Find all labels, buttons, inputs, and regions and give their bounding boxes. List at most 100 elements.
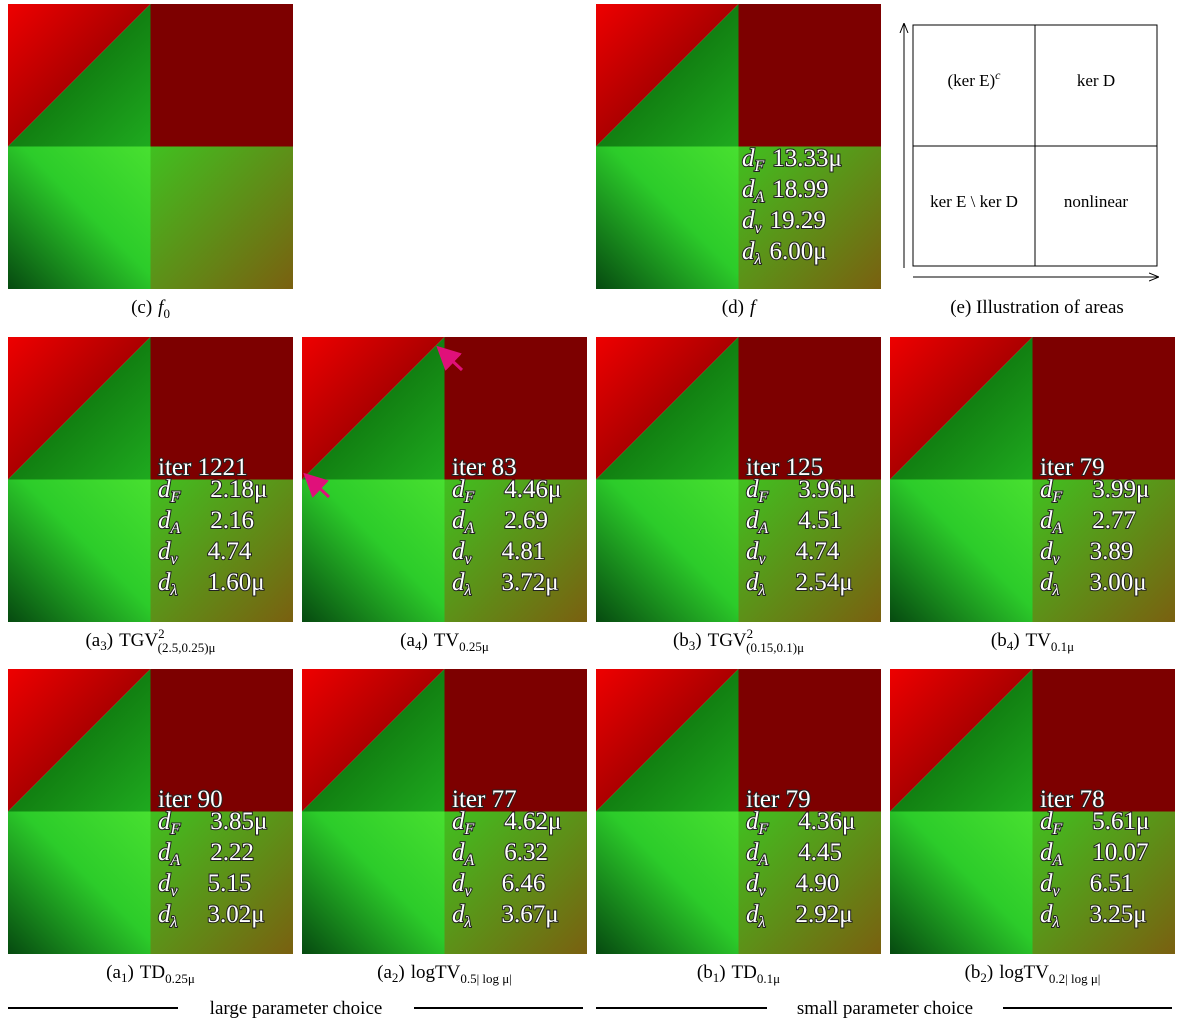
panel bbox=[8, 4, 293, 289]
caption: (b3)TGV2(0.15,0.1)μ bbox=[673, 626, 804, 655]
metric-value: 3.02μ bbox=[207, 901, 264, 928]
metric-sub: λ bbox=[464, 914, 472, 931]
metric-value: 3.99μ bbox=[1092, 476, 1149, 503]
metric-symbol: d bbox=[1040, 476, 1053, 503]
group-label: large parameter choice bbox=[210, 998, 383, 1019]
group-label: small parameter choice bbox=[797, 998, 973, 1019]
region bbox=[596, 147, 739, 290]
region bbox=[739, 4, 882, 147]
caption-sub: (0.15,0.1)μ bbox=[746, 640, 804, 655]
metric-symbol: d bbox=[158, 507, 171, 534]
caption: (a3)TGV2(2.5,0.25)μ bbox=[85, 626, 215, 655]
metric-value: 4.36μ bbox=[798, 808, 855, 835]
caption-tag-end: ) bbox=[1013, 630, 1019, 651]
metric-value: 1.60μ bbox=[207, 569, 264, 596]
metric-symbol: d bbox=[158, 569, 171, 596]
metric-sub: λ bbox=[170, 914, 178, 931]
panel: iter 79dF3.99μdA2.77dv3.89dλ3.00μ bbox=[890, 337, 1175, 622]
metric-sub: A bbox=[170, 520, 181, 537]
region bbox=[890, 480, 1033, 623]
panel: iter 125dF3.96μdA4.51dv4.74dλ2.54μ bbox=[596, 337, 881, 622]
metric-sub: A bbox=[464, 520, 475, 537]
metric-sub: v bbox=[1053, 883, 1061, 900]
metric-value: 5.61μ bbox=[1092, 808, 1149, 835]
caption-sub: 0.2| log μ| bbox=[1049, 971, 1101, 986]
metric-value: 2.16 bbox=[210, 507, 254, 534]
caption-name: TGV bbox=[708, 630, 747, 651]
metric-sub: λ bbox=[170, 582, 178, 599]
metric-value: 3.72μ bbox=[501, 569, 558, 596]
region bbox=[8, 480, 151, 623]
metric-sub: v bbox=[759, 883, 767, 900]
area-text: nonlinear bbox=[1064, 192, 1129, 211]
metric-symbol: d bbox=[158, 870, 171, 897]
region bbox=[151, 147, 294, 290]
metric-value: 6.00μ bbox=[769, 238, 826, 265]
metric-symbol: d bbox=[452, 870, 465, 897]
caption-tag: (a bbox=[85, 630, 100, 651]
metric-symbol: d bbox=[746, 476, 759, 503]
caption-name: logTV bbox=[999, 962, 1049, 983]
metric-sub: F bbox=[170, 489, 181, 506]
metric-value: 6.46 bbox=[502, 870, 546, 897]
metric-symbol: d bbox=[746, 538, 759, 565]
caption-tag-end: ) bbox=[987, 962, 993, 983]
caption-tag: (a bbox=[377, 962, 392, 983]
metric-symbol: d bbox=[158, 476, 171, 503]
metric-symbol: d bbox=[1040, 839, 1053, 866]
metric-value: 6.51 bbox=[1090, 870, 1134, 897]
metric-symbol: d bbox=[452, 476, 465, 503]
metric-sub: A bbox=[464, 852, 475, 869]
metric-value: 3.85μ bbox=[210, 808, 267, 835]
caption-name: TD bbox=[140, 962, 165, 983]
metric-sub: λ bbox=[1052, 914, 1060, 931]
caption-name: TGV bbox=[119, 630, 158, 651]
metric-symbol: d bbox=[1040, 901, 1053, 928]
caption-tag-end: ) bbox=[107, 630, 113, 651]
metric-sub: F bbox=[754, 158, 765, 175]
caption-tag: (c) bbox=[131, 297, 152, 318]
area-label: ker E \ ker D bbox=[930, 192, 1018, 211]
metric-value: 4.74 bbox=[796, 538, 840, 565]
caption-tag-end: ) bbox=[719, 962, 725, 983]
metric-sub: A bbox=[1052, 520, 1063, 537]
metric-sub: A bbox=[1052, 852, 1063, 869]
caption: (a1)TD0.25μ bbox=[106, 962, 195, 986]
area-text: (ker E) bbox=[948, 71, 996, 90]
caption: (c)f0 bbox=[131, 297, 170, 321]
caption-tag: (b bbox=[965, 962, 981, 983]
metric-symbol: d bbox=[452, 507, 465, 534]
metric-sub: F bbox=[170, 821, 181, 838]
metric-symbol: d bbox=[1040, 507, 1053, 534]
caption-tag: (a bbox=[400, 630, 415, 651]
region bbox=[596, 480, 739, 623]
metric-value: 4.46μ bbox=[504, 476, 561, 503]
metric-symbol: d bbox=[452, 901, 465, 928]
caption-tag-end: ) bbox=[695, 630, 701, 651]
caption: (b1)TD0.1μ bbox=[697, 962, 780, 986]
caption-tag: (b bbox=[673, 630, 689, 651]
metric-sub: v bbox=[171, 551, 179, 568]
metric-symbol: d bbox=[158, 808, 171, 835]
metric-sub: A bbox=[758, 852, 769, 869]
metric-symbol: d bbox=[742, 207, 755, 234]
metric-sub: v bbox=[755, 220, 763, 237]
areas-diagram: (ker E)cker Dker E \ ker Dnonlinear bbox=[904, 24, 1158, 277]
metric-value: 3.96μ bbox=[798, 476, 855, 503]
metric-symbol: d bbox=[742, 176, 755, 203]
panel: iter 79dF4.36μdA4.45dv4.90dλ2.92μ bbox=[596, 669, 881, 954]
metric-value: 2.18μ bbox=[210, 476, 267, 503]
caption-tag: (a bbox=[106, 962, 121, 983]
metric-value: 13.33μ bbox=[772, 145, 842, 172]
caption-sub: 0 bbox=[163, 306, 170, 321]
region bbox=[302, 812, 445, 955]
metric-symbol: d bbox=[746, 808, 759, 835]
area-label: ker D bbox=[1077, 71, 1115, 90]
caption-tag: (b bbox=[991, 630, 1007, 651]
figure: (ker E)cker Dker E \ ker Dnonlinear (c)f… bbox=[0, 0, 1177, 1025]
region bbox=[8, 147, 151, 290]
region bbox=[890, 812, 1033, 955]
metric-sub: A bbox=[758, 520, 769, 537]
region bbox=[8, 812, 151, 955]
